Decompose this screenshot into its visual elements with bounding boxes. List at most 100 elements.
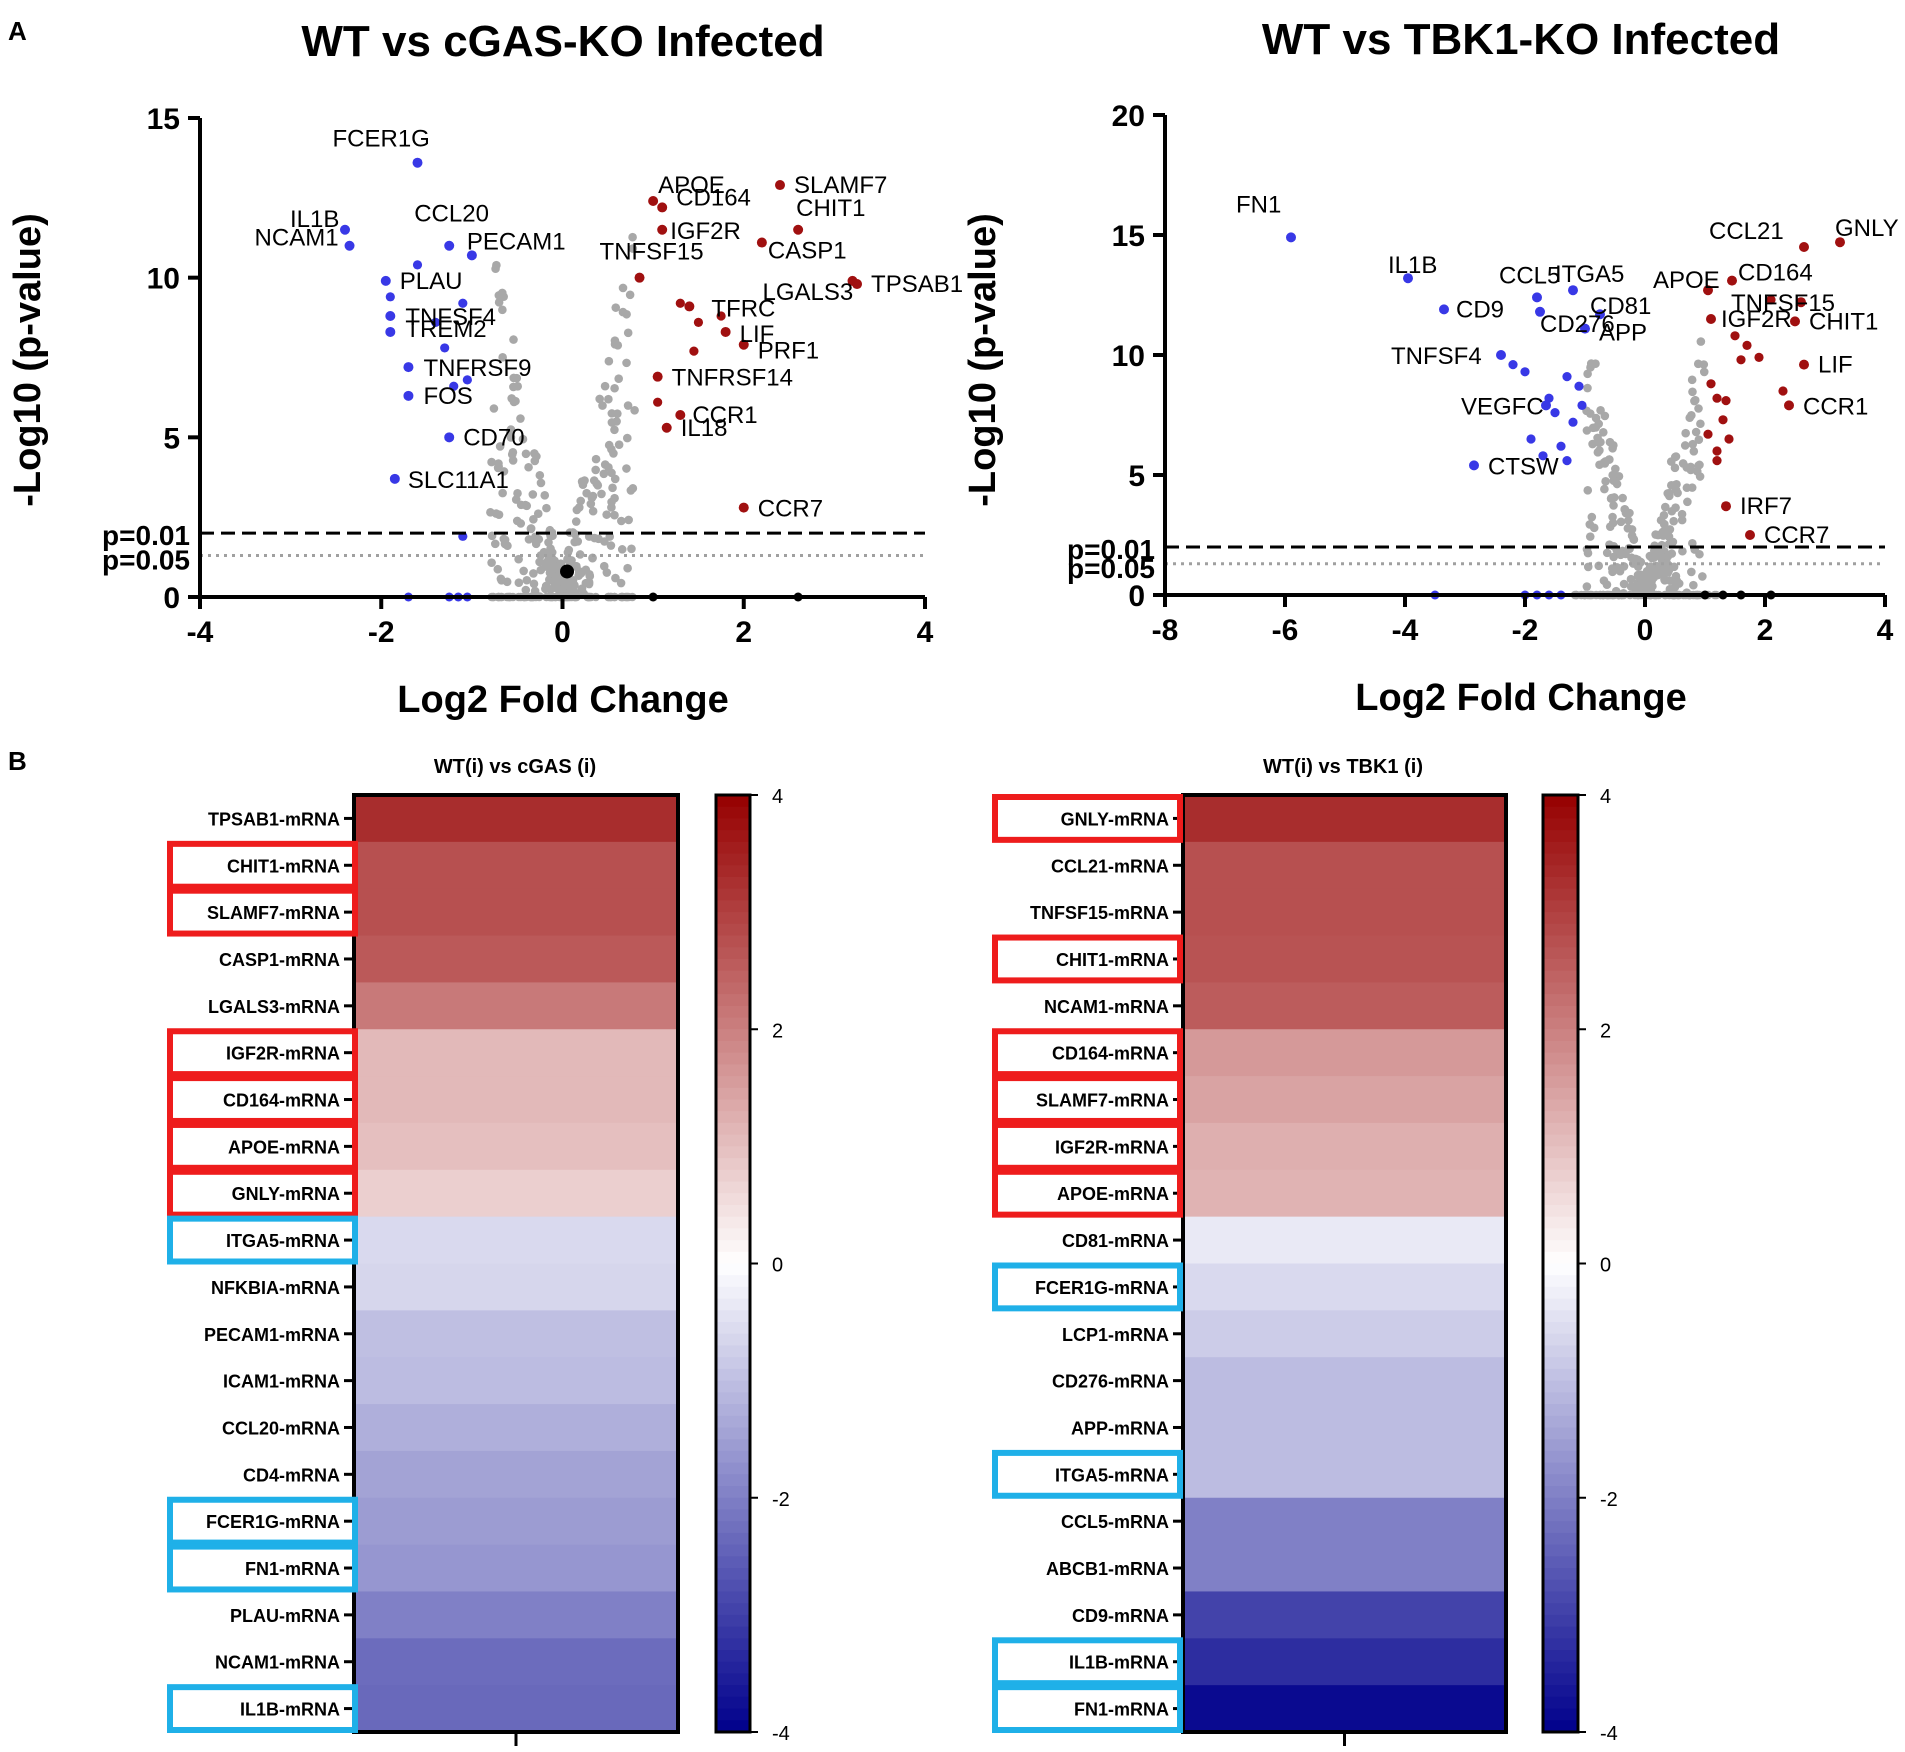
colorbar-segment bbox=[1543, 958, 1578, 972]
colorbar-tick-label: 2 bbox=[772, 1020, 783, 1042]
gene-point bbox=[524, 535, 534, 544]
highlight-box-red bbox=[167, 1028, 358, 1078]
gene-point bbox=[509, 382, 518, 392]
colorbar-segment bbox=[716, 1427, 750, 1440]
gene-point bbox=[509, 335, 518, 344]
heatmap-cell bbox=[1183, 1404, 1506, 1452]
gene-point bbox=[536, 478, 546, 488]
colorbar-segment bbox=[1543, 1568, 1578, 1581]
gene-point bbox=[1648, 581, 1657, 591]
gene-point bbox=[591, 465, 600, 475]
colorbar-segment bbox=[716, 1696, 750, 1710]
gene-point-tnfsf4 bbox=[385, 310, 396, 321]
gene-point bbox=[541, 581, 551, 591]
highlight-box-blue bbox=[167, 1543, 358, 1593]
gene-point bbox=[1629, 534, 1638, 544]
gene-point bbox=[499, 467, 509, 476]
colorbar-segment bbox=[716, 806, 750, 820]
highlight-box-blue bbox=[167, 1684, 358, 1734]
y-tick-label: 0 bbox=[163, 582, 180, 615]
gene-point bbox=[505, 426, 515, 436]
gene-point bbox=[1526, 434, 1536, 444]
gene-point bbox=[516, 414, 525, 423]
colorbar-segment bbox=[716, 1591, 750, 1604]
colorbar-segment bbox=[1543, 1158, 1578, 1171]
colorbar-segment bbox=[716, 888, 750, 902]
gene-point-apoe bbox=[648, 196, 659, 207]
colorbar-tick-label: 0 bbox=[772, 1255, 783, 1277]
gene-point-pecam1 bbox=[466, 250, 477, 261]
colorbar-segment bbox=[1543, 1368, 1578, 1382]
gene-point bbox=[604, 356, 614, 366]
gene-point-ncam1 bbox=[344, 240, 355, 251]
gene-point bbox=[1598, 427, 1608, 437]
colorbar-segment bbox=[1543, 1286, 1578, 1300]
gene-point bbox=[1538, 451, 1548, 461]
gene-label: LGALS3 bbox=[763, 279, 854, 306]
colorbar-segment bbox=[716, 1310, 750, 1323]
gene-point bbox=[1687, 567, 1696, 577]
row-label: NCAM1-mRNA bbox=[1044, 997, 1169, 1017]
heatmap-cell bbox=[354, 888, 678, 937]
row-label: GNLY-mRNA bbox=[1061, 809, 1169, 829]
gene-point-il18 bbox=[661, 422, 672, 433]
row-label: IL1B-mRNA bbox=[240, 1700, 340, 1720]
gene-point-ccl21 bbox=[1799, 242, 1809, 252]
gene-point bbox=[610, 425, 619, 435]
gene-point bbox=[1688, 439, 1698, 449]
gene-point bbox=[1605, 522, 1615, 531]
gene-label: TREM2 bbox=[405, 316, 486, 343]
x-tick-label: 2 bbox=[1757, 614, 1774, 647]
gene-point-fcer1g bbox=[412, 157, 423, 168]
heatmap-cell bbox=[354, 935, 678, 983]
gene-point bbox=[1663, 552, 1673, 561]
row-label: CASP1-mRNA bbox=[219, 950, 340, 970]
colorbar-segment bbox=[1543, 1532, 1578, 1546]
heatmap-cell bbox=[354, 1638, 678, 1686]
colorbar-segment bbox=[1543, 1626, 1578, 1639]
threshold-label: p=0.01 bbox=[1067, 534, 1155, 565]
volcano-title: WT vs cGAS-KO Infected bbox=[301, 17, 824, 66]
x-tick-label: 2 bbox=[735, 616, 752, 649]
gene-label: APOE bbox=[1653, 267, 1720, 294]
scatter-points bbox=[340, 157, 863, 602]
y-tick-label: 5 bbox=[1128, 460, 1145, 493]
row-label: SLAMF7-mRNA bbox=[207, 903, 340, 923]
gene-point bbox=[1668, 537, 1678, 547]
gene-point bbox=[1696, 337, 1706, 346]
gene-point bbox=[526, 524, 536, 533]
gene-point bbox=[628, 244, 638, 253]
highlight-box-blue bbox=[992, 1637, 1183, 1687]
gene-label: CCL20 bbox=[414, 201, 489, 228]
gene-point bbox=[498, 488, 507, 498]
colorbar-segment bbox=[716, 1263, 750, 1276]
colorbar-segment bbox=[1543, 1685, 1578, 1698]
gene-label: CCR7 bbox=[758, 496, 823, 523]
gene-point bbox=[599, 561, 609, 571]
gene-point bbox=[1574, 381, 1584, 391]
gene-point bbox=[1624, 516, 1633, 525]
heatmap-cell bbox=[1183, 1029, 1506, 1077]
gene-point-trem2 bbox=[385, 326, 396, 337]
gene-point bbox=[1599, 576, 1609, 585]
gene-point bbox=[610, 510, 619, 520]
colorbar-segment bbox=[716, 1497, 750, 1511]
row-label: CHIT1-mRNA bbox=[1056, 950, 1169, 970]
colorbar-segment bbox=[716, 1169, 750, 1183]
gene-point bbox=[1661, 502, 1670, 512]
highlight-box-red bbox=[992, 1028, 1183, 1078]
gene-point bbox=[1670, 463, 1680, 473]
gene-point bbox=[509, 397, 519, 407]
gene-point bbox=[1620, 505, 1630, 514]
x-tick-label: -8 bbox=[1152, 614, 1179, 647]
colorbar-segment bbox=[716, 1134, 750, 1147]
colorbar-segment bbox=[1543, 1486, 1578, 1499]
gene-label: FOS bbox=[423, 383, 472, 410]
gene-point bbox=[487, 457, 496, 467]
gene-point-chit1 bbox=[1790, 316, 1800, 327]
heatmap-cell bbox=[354, 795, 678, 843]
gene-label: CD164 bbox=[676, 184, 751, 211]
heatmap-cell bbox=[354, 1263, 678, 1311]
colorbar-segment bbox=[1543, 1474, 1578, 1487]
